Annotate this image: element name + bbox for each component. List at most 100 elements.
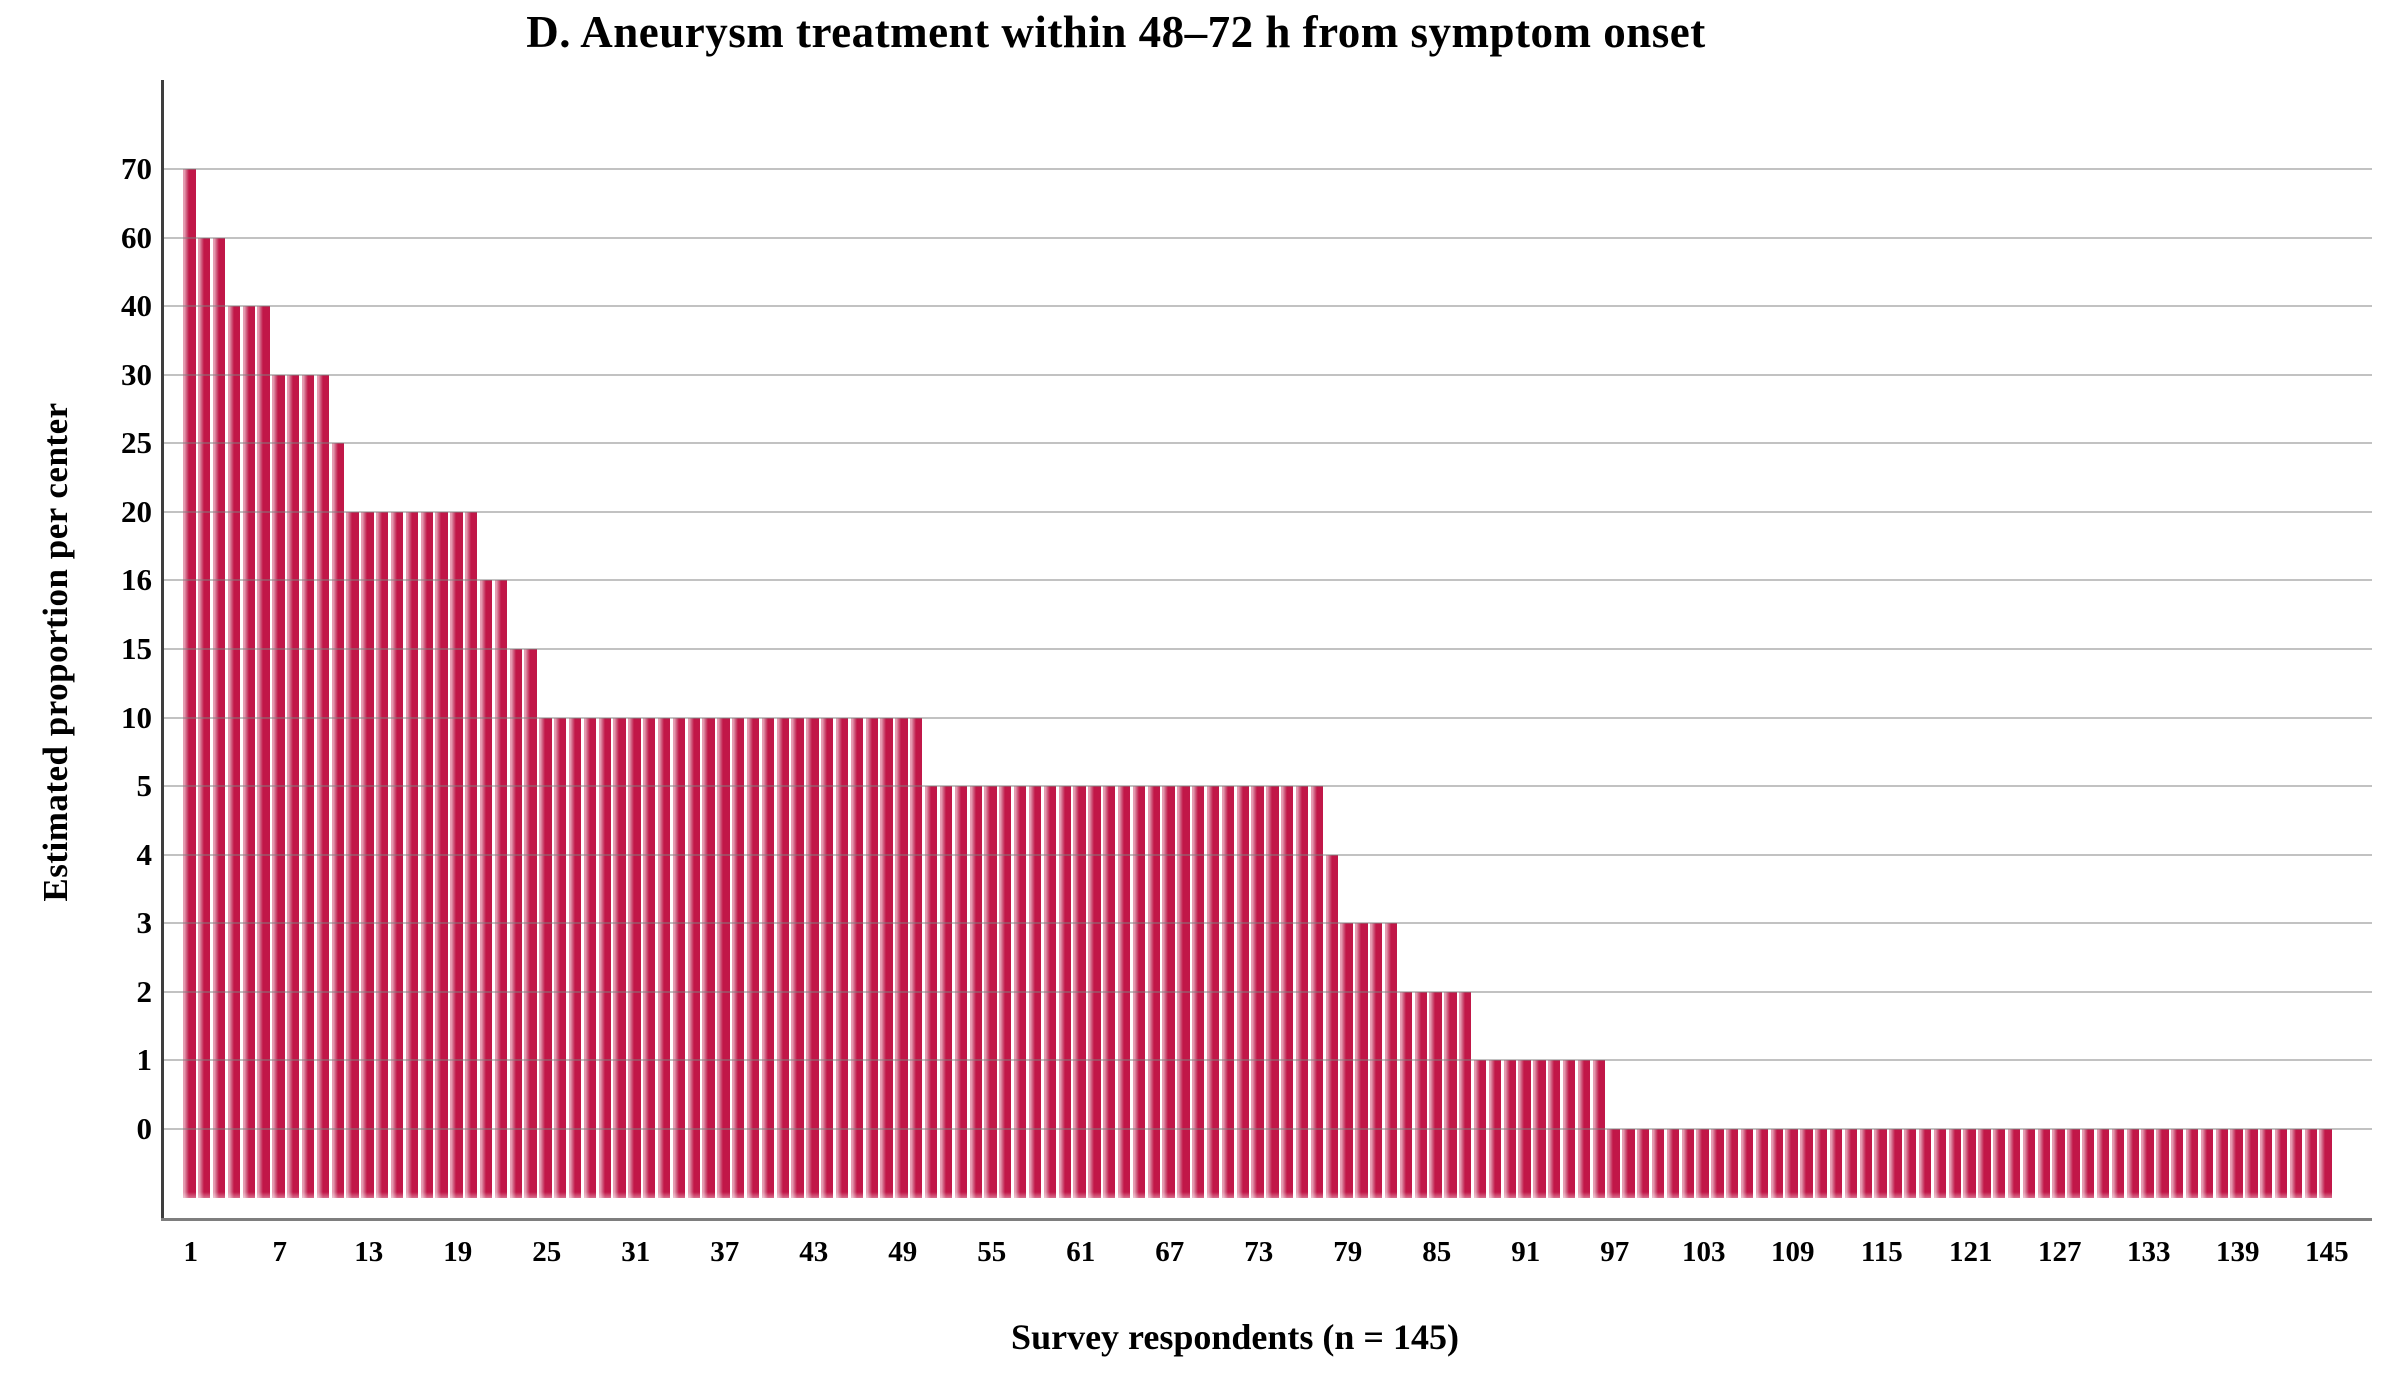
gridline-3 bbox=[162, 922, 2372, 925]
bar-respondent-137 bbox=[2200, 1128, 2214, 1198]
bar-respondent-20 bbox=[465, 511, 478, 1198]
bar-respondent-53 bbox=[954, 786, 967, 1198]
bar-respondent-25 bbox=[539, 717, 552, 1198]
bar-respondent-67 bbox=[1162, 786, 1175, 1198]
x-tick-label-19: 19 bbox=[443, 1236, 473, 1268]
bar-respondent-101 bbox=[1666, 1128, 1680, 1198]
bar-respondent-109 bbox=[1785, 1128, 1798, 1198]
gridline-60 bbox=[162, 236, 2372, 239]
bar-respondent-26 bbox=[554, 717, 567, 1198]
bar-respondent-112 bbox=[1829, 1128, 1843, 1198]
bar-respondent-9 bbox=[301, 374, 315, 1198]
bar-respondent-44 bbox=[821, 717, 834, 1198]
bar-respondent-48 bbox=[880, 717, 893, 1198]
gridline-25 bbox=[162, 442, 2372, 445]
bar-respondent-3 bbox=[212, 237, 226, 1198]
y-tick-label-25: 25 bbox=[121, 425, 152, 461]
bar-respondent-55 bbox=[984, 786, 997, 1198]
gridline-70 bbox=[162, 168, 2372, 170]
bar-respondent-116 bbox=[1889, 1128, 1902, 1198]
bar-respondent-27 bbox=[568, 717, 582, 1198]
bar-respondent-54 bbox=[969, 786, 982, 1198]
bar-respondent-17 bbox=[420, 511, 433, 1198]
bar-respondent-45 bbox=[835, 717, 849, 1198]
bar-respondent-15 bbox=[390, 511, 404, 1198]
bar-respondent-121 bbox=[1963, 1128, 1976, 1198]
bar-respondent-46 bbox=[850, 717, 864, 1198]
y-tick-label-16: 16 bbox=[121, 562, 152, 598]
x-tick-label-31: 31 bbox=[621, 1236, 651, 1268]
bar-respondent-97 bbox=[1607, 1128, 1620, 1198]
bar-respondent-95 bbox=[1577, 1060, 1591, 1198]
bar-respondent-144 bbox=[2304, 1128, 2317, 1198]
y-tick-label-40: 40 bbox=[121, 288, 152, 324]
bar-respondent-81 bbox=[1370, 923, 1383, 1198]
bar-respondent-18 bbox=[435, 511, 448, 1198]
bar-respondent-117 bbox=[1904, 1128, 1917, 1198]
gridline-30 bbox=[162, 373, 2372, 376]
bar-respondent-126 bbox=[2037, 1128, 2050, 1198]
bar-respondent-63 bbox=[1103, 786, 1116, 1198]
x-tick-label-73: 73 bbox=[1244, 1236, 1274, 1268]
x-tick-label-97: 97 bbox=[1600, 1236, 1630, 1268]
bar-respondent-136 bbox=[2185, 1128, 2199, 1198]
bar-respondent-11 bbox=[331, 443, 344, 1198]
bar-respondent-79 bbox=[1340, 923, 1353, 1198]
bar-respondent-89 bbox=[1488, 1060, 1502, 1198]
bar-respondent-40 bbox=[761, 717, 775, 1198]
bar-respondent-92 bbox=[1533, 1060, 1546, 1198]
bar-respondent-38 bbox=[732, 717, 745, 1198]
bar-respondent-90 bbox=[1503, 1060, 1516, 1198]
bar-respondent-30 bbox=[613, 717, 626, 1198]
bar-respondent-135 bbox=[2171, 1128, 2184, 1198]
bar-respondent-49 bbox=[895, 717, 908, 1198]
bar-respondent-62 bbox=[1088, 786, 1101, 1198]
x-tick-label-115: 115 bbox=[1860, 1236, 1903, 1268]
y-tick-label-20: 20 bbox=[121, 493, 152, 529]
bar-respondent-12 bbox=[346, 511, 359, 1198]
bar-respondent-52 bbox=[939, 786, 953, 1198]
bar-respondent-43 bbox=[806, 717, 819, 1198]
bar-respondent-107 bbox=[1755, 1128, 1769, 1198]
bar-respondent-127 bbox=[2052, 1128, 2065, 1198]
x-tick-label-67: 67 bbox=[1155, 1236, 1185, 1268]
bar-respondent-86 bbox=[1444, 991, 1457, 1198]
x-axis-title: Survey respondents (n = 145) bbox=[1011, 1317, 1459, 1357]
bar-respondent-113 bbox=[1844, 1128, 1858, 1198]
bar-respondent-99 bbox=[1637, 1128, 1650, 1198]
bar-respondent-75 bbox=[1281, 786, 1294, 1198]
bar-respondent-94 bbox=[1562, 1060, 1576, 1198]
x-tick-label-139: 139 bbox=[2216, 1236, 2260, 1268]
x-tick-label-25: 25 bbox=[532, 1236, 562, 1268]
bar-respondent-31 bbox=[628, 717, 641, 1198]
bar-respondent-37 bbox=[717, 717, 730, 1198]
bar-respondent-91 bbox=[1518, 1060, 1531, 1198]
gridline-40 bbox=[162, 305, 2372, 308]
bar-respondent-124 bbox=[2007, 1128, 2021, 1198]
x-tick-label-127: 127 bbox=[2038, 1236, 2082, 1268]
bar-respondent-131 bbox=[2111, 1128, 2125, 1198]
bar-respondent-4 bbox=[227, 306, 241, 1198]
bar-respondent-98 bbox=[1622, 1128, 1635, 1198]
bar-respondent-14 bbox=[376, 511, 389, 1198]
bar-respondent-110 bbox=[1800, 1128, 1813, 1198]
y-axis-line bbox=[160, 80, 164, 1221]
y-tick-label-3: 3 bbox=[136, 905, 153, 941]
bar-respondent-74 bbox=[1266, 786, 1279, 1198]
bar-respondent-57 bbox=[1014, 786, 1027, 1198]
bar-respondent-138 bbox=[2215, 1128, 2228, 1198]
bar-respondent-66 bbox=[1147, 786, 1160, 1198]
bar-respondent-141 bbox=[2260, 1128, 2273, 1198]
bar-respondent-108 bbox=[1770, 1128, 1783, 1198]
y-tick-label-1: 1 bbox=[136, 1042, 153, 1078]
bar-respondent-1 bbox=[183, 169, 196, 1198]
x-tick-label-133: 133 bbox=[2127, 1236, 2171, 1268]
bar-respondent-102 bbox=[1681, 1128, 1694, 1198]
bar-respondent-134 bbox=[2156, 1128, 2169, 1198]
bar-respondent-16 bbox=[405, 511, 419, 1198]
gridline-1 bbox=[162, 1059, 2372, 1062]
bar-respondent-42 bbox=[791, 717, 804, 1198]
bar-respondent-50 bbox=[910, 717, 923, 1198]
bar-respondent-143 bbox=[2289, 1128, 2303, 1198]
